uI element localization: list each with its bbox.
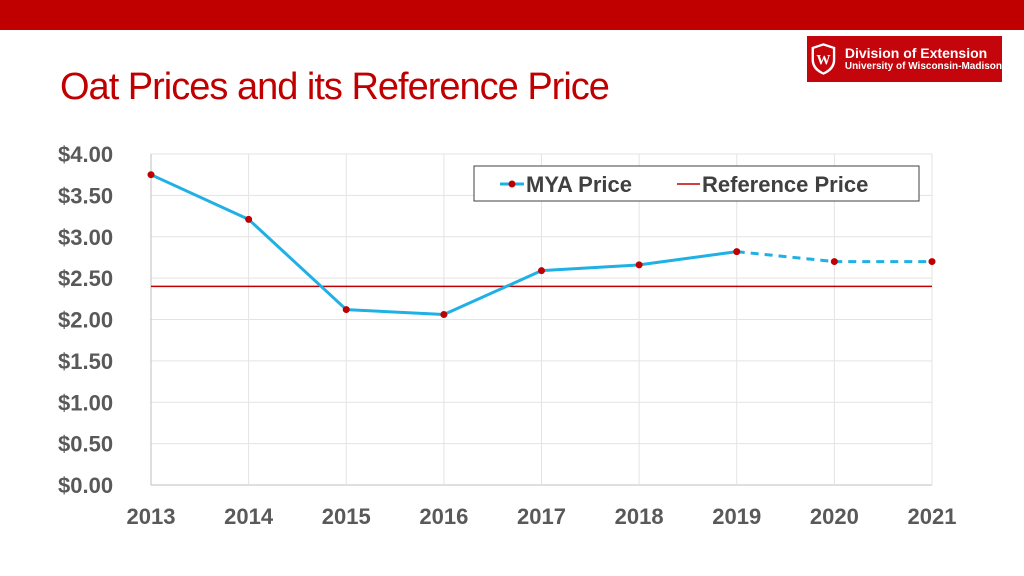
legend-mya-marker bbox=[508, 180, 516, 188]
mya-price-point bbox=[245, 215, 253, 223]
mya-price-point bbox=[733, 248, 741, 256]
top-accent-bar bbox=[0, 0, 1024, 30]
mya-price-point bbox=[342, 306, 350, 314]
y-tick-label: $1.50 bbox=[58, 349, 113, 374]
y-tick-label: $0.00 bbox=[58, 473, 113, 498]
x-tick-label: 2016 bbox=[419, 504, 468, 529]
legend-mya-label: MYA Price bbox=[526, 172, 632, 197]
x-tick-label: 2014 bbox=[224, 504, 274, 529]
y-tick-label: $2.00 bbox=[58, 308, 113, 333]
slide-title: Oat Prices and its Reference Price bbox=[60, 66, 610, 108]
mya-price-point bbox=[635, 261, 643, 269]
x-tick-label: 2018 bbox=[615, 504, 664, 529]
legend-reference-label: Reference Price bbox=[702, 172, 868, 197]
y-tick-label: $2.50 bbox=[58, 266, 113, 291]
x-tick-label: 2017 bbox=[517, 504, 566, 529]
y-tick-label: $3.50 bbox=[58, 183, 113, 208]
x-axis-tick-labels: 2013 2014 2015 2016 2017 2018 2019 2020 2021 bbox=[127, 504, 957, 529]
x-tick-label: 2013 bbox=[127, 504, 176, 529]
y-tick-label: $0.50 bbox=[58, 432, 113, 457]
uw-crest-icon: W bbox=[811, 43, 836, 75]
x-tick-label: 2019 bbox=[712, 504, 761, 529]
mya-price-point bbox=[538, 267, 545, 275]
y-axis-tick-labels: $0.00 $0.50 $1.00 $1.50 $2.00 $2.50 $3.00 $3.50… bbox=[58, 142, 113, 498]
mya-price-point bbox=[147, 171, 155, 179]
mya-price-layer bbox=[147, 171, 936, 319]
x-tick-label: 2021 bbox=[908, 504, 957, 529]
x-tick-label: 2015 bbox=[322, 504, 371, 529]
y-tick-label: $4.00 bbox=[58, 142, 113, 167]
mya-price-point bbox=[440, 311, 448, 319]
x-tick-label: 2020 bbox=[810, 504, 859, 529]
mya-price-point bbox=[830, 258, 838, 266]
uw-extension-logo: W Division of Extension University of Wi… bbox=[807, 36, 1002, 82]
chart-gridlines bbox=[150, 153, 933, 486]
crest-letter: W bbox=[816, 53, 830, 69]
y-tick-label: $1.00 bbox=[58, 390, 113, 415]
logo-division-text: Division of Extension bbox=[844, 44, 988, 61]
mya-price-point bbox=[928, 258, 936, 266]
logo-university-text: University of Wisconsin-Madison bbox=[844, 61, 1002, 73]
chart-legend: MYA Price Reference Price bbox=[473, 165, 920, 202]
y-tick-label: $3.00 bbox=[58, 225, 113, 250]
